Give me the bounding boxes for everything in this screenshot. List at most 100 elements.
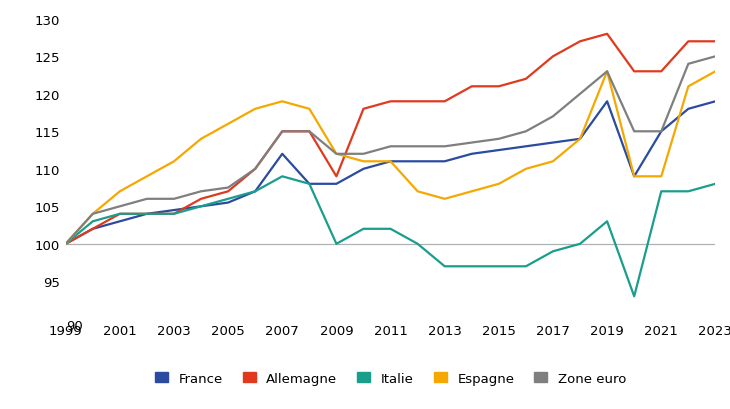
France	[359, 167, 368, 172]
France	[711, 100, 720, 105]
Zone euro	[386, 144, 395, 149]
France	[521, 144, 530, 149]
Allemagne	[440, 100, 449, 105]
Zone euro	[169, 197, 178, 202]
Italie	[630, 294, 639, 299]
Italie	[196, 204, 205, 209]
Allemagne	[169, 212, 178, 217]
Allemagne	[305, 130, 314, 135]
Espagne	[549, 160, 558, 164]
Espagne	[196, 137, 205, 142]
Zone euro	[440, 144, 449, 149]
France	[61, 242, 70, 247]
Italie	[359, 227, 368, 231]
Espagne	[88, 212, 97, 217]
Allemagne	[224, 189, 233, 194]
Allemagne	[549, 55, 558, 60]
Espagne	[521, 167, 530, 172]
Zone euro	[224, 186, 233, 191]
Zone euro	[332, 152, 341, 157]
Italie	[494, 264, 503, 269]
Allemagne	[278, 130, 287, 135]
Allemagne	[603, 32, 612, 37]
Allemagne	[711, 40, 720, 45]
Line: Italie: Italie	[66, 177, 715, 297]
Italie	[332, 242, 341, 247]
Espagne	[115, 189, 124, 194]
Zone euro	[603, 70, 612, 74]
Zone euro	[278, 130, 287, 135]
Espagne	[61, 242, 70, 247]
Italie	[61, 242, 70, 247]
Espagne	[630, 174, 639, 179]
Allemagne	[494, 85, 503, 90]
Italie	[224, 197, 233, 202]
France	[684, 107, 693, 112]
Zone euro	[196, 189, 205, 194]
Italie	[386, 227, 395, 231]
Allemagne	[359, 107, 368, 112]
Zone euro	[88, 212, 97, 217]
Legend: France, Allemagne, Italie, Espagne, Zone euro: France, Allemagne, Italie, Espagne, Zone…	[155, 372, 626, 384]
Zone euro	[359, 152, 368, 157]
Allemagne	[386, 100, 395, 105]
Allemagne	[332, 174, 341, 179]
France	[169, 208, 178, 213]
Zone euro	[549, 115, 558, 119]
Zone euro	[576, 92, 585, 97]
Italie	[521, 264, 530, 269]
Italie	[305, 182, 314, 187]
Allemagne	[576, 40, 585, 45]
Espagne	[142, 174, 151, 179]
Espagne	[224, 122, 233, 127]
Zone euro	[494, 137, 503, 142]
Espagne	[467, 189, 476, 194]
France	[603, 100, 612, 105]
Zone euro	[684, 62, 693, 67]
Line: Espagne: Espagne	[66, 72, 715, 244]
Line: Zone euro: Zone euro	[66, 57, 715, 244]
Text: 90: 90	[66, 319, 82, 332]
Line: France: France	[66, 102, 715, 244]
Zone euro	[521, 130, 530, 135]
Allemagne	[115, 212, 124, 217]
Zone euro	[467, 141, 476, 146]
Zone euro	[630, 130, 639, 135]
Italie	[115, 212, 124, 217]
Espagne	[305, 107, 314, 112]
Zone euro	[305, 130, 314, 135]
Italie	[413, 242, 422, 247]
Espagne	[169, 160, 178, 164]
Espagne	[251, 107, 260, 112]
Espagne	[386, 160, 395, 164]
Italie	[142, 212, 151, 217]
Italie	[576, 242, 585, 247]
France	[440, 160, 449, 164]
Zone euro	[115, 204, 124, 209]
France	[630, 174, 639, 179]
Italie	[467, 264, 476, 269]
Zone euro	[657, 130, 666, 135]
France	[115, 219, 124, 224]
Allemagne	[684, 40, 693, 45]
France	[278, 152, 287, 157]
Espagne	[494, 182, 503, 187]
Allemagne	[521, 77, 530, 82]
Espagne	[657, 174, 666, 179]
Espagne	[440, 197, 449, 202]
Italie	[684, 189, 693, 194]
France	[657, 130, 666, 135]
France	[386, 160, 395, 164]
Line: Allemagne: Allemagne	[66, 35, 715, 244]
Allemagne	[657, 70, 666, 74]
Italie	[278, 174, 287, 179]
France	[332, 182, 341, 187]
Allemagne	[142, 212, 151, 217]
Italie	[657, 189, 666, 194]
Italie	[251, 189, 260, 194]
Espagne	[359, 160, 368, 164]
France	[88, 227, 97, 231]
France	[549, 141, 558, 146]
France	[305, 182, 314, 187]
Espagne	[711, 70, 720, 74]
